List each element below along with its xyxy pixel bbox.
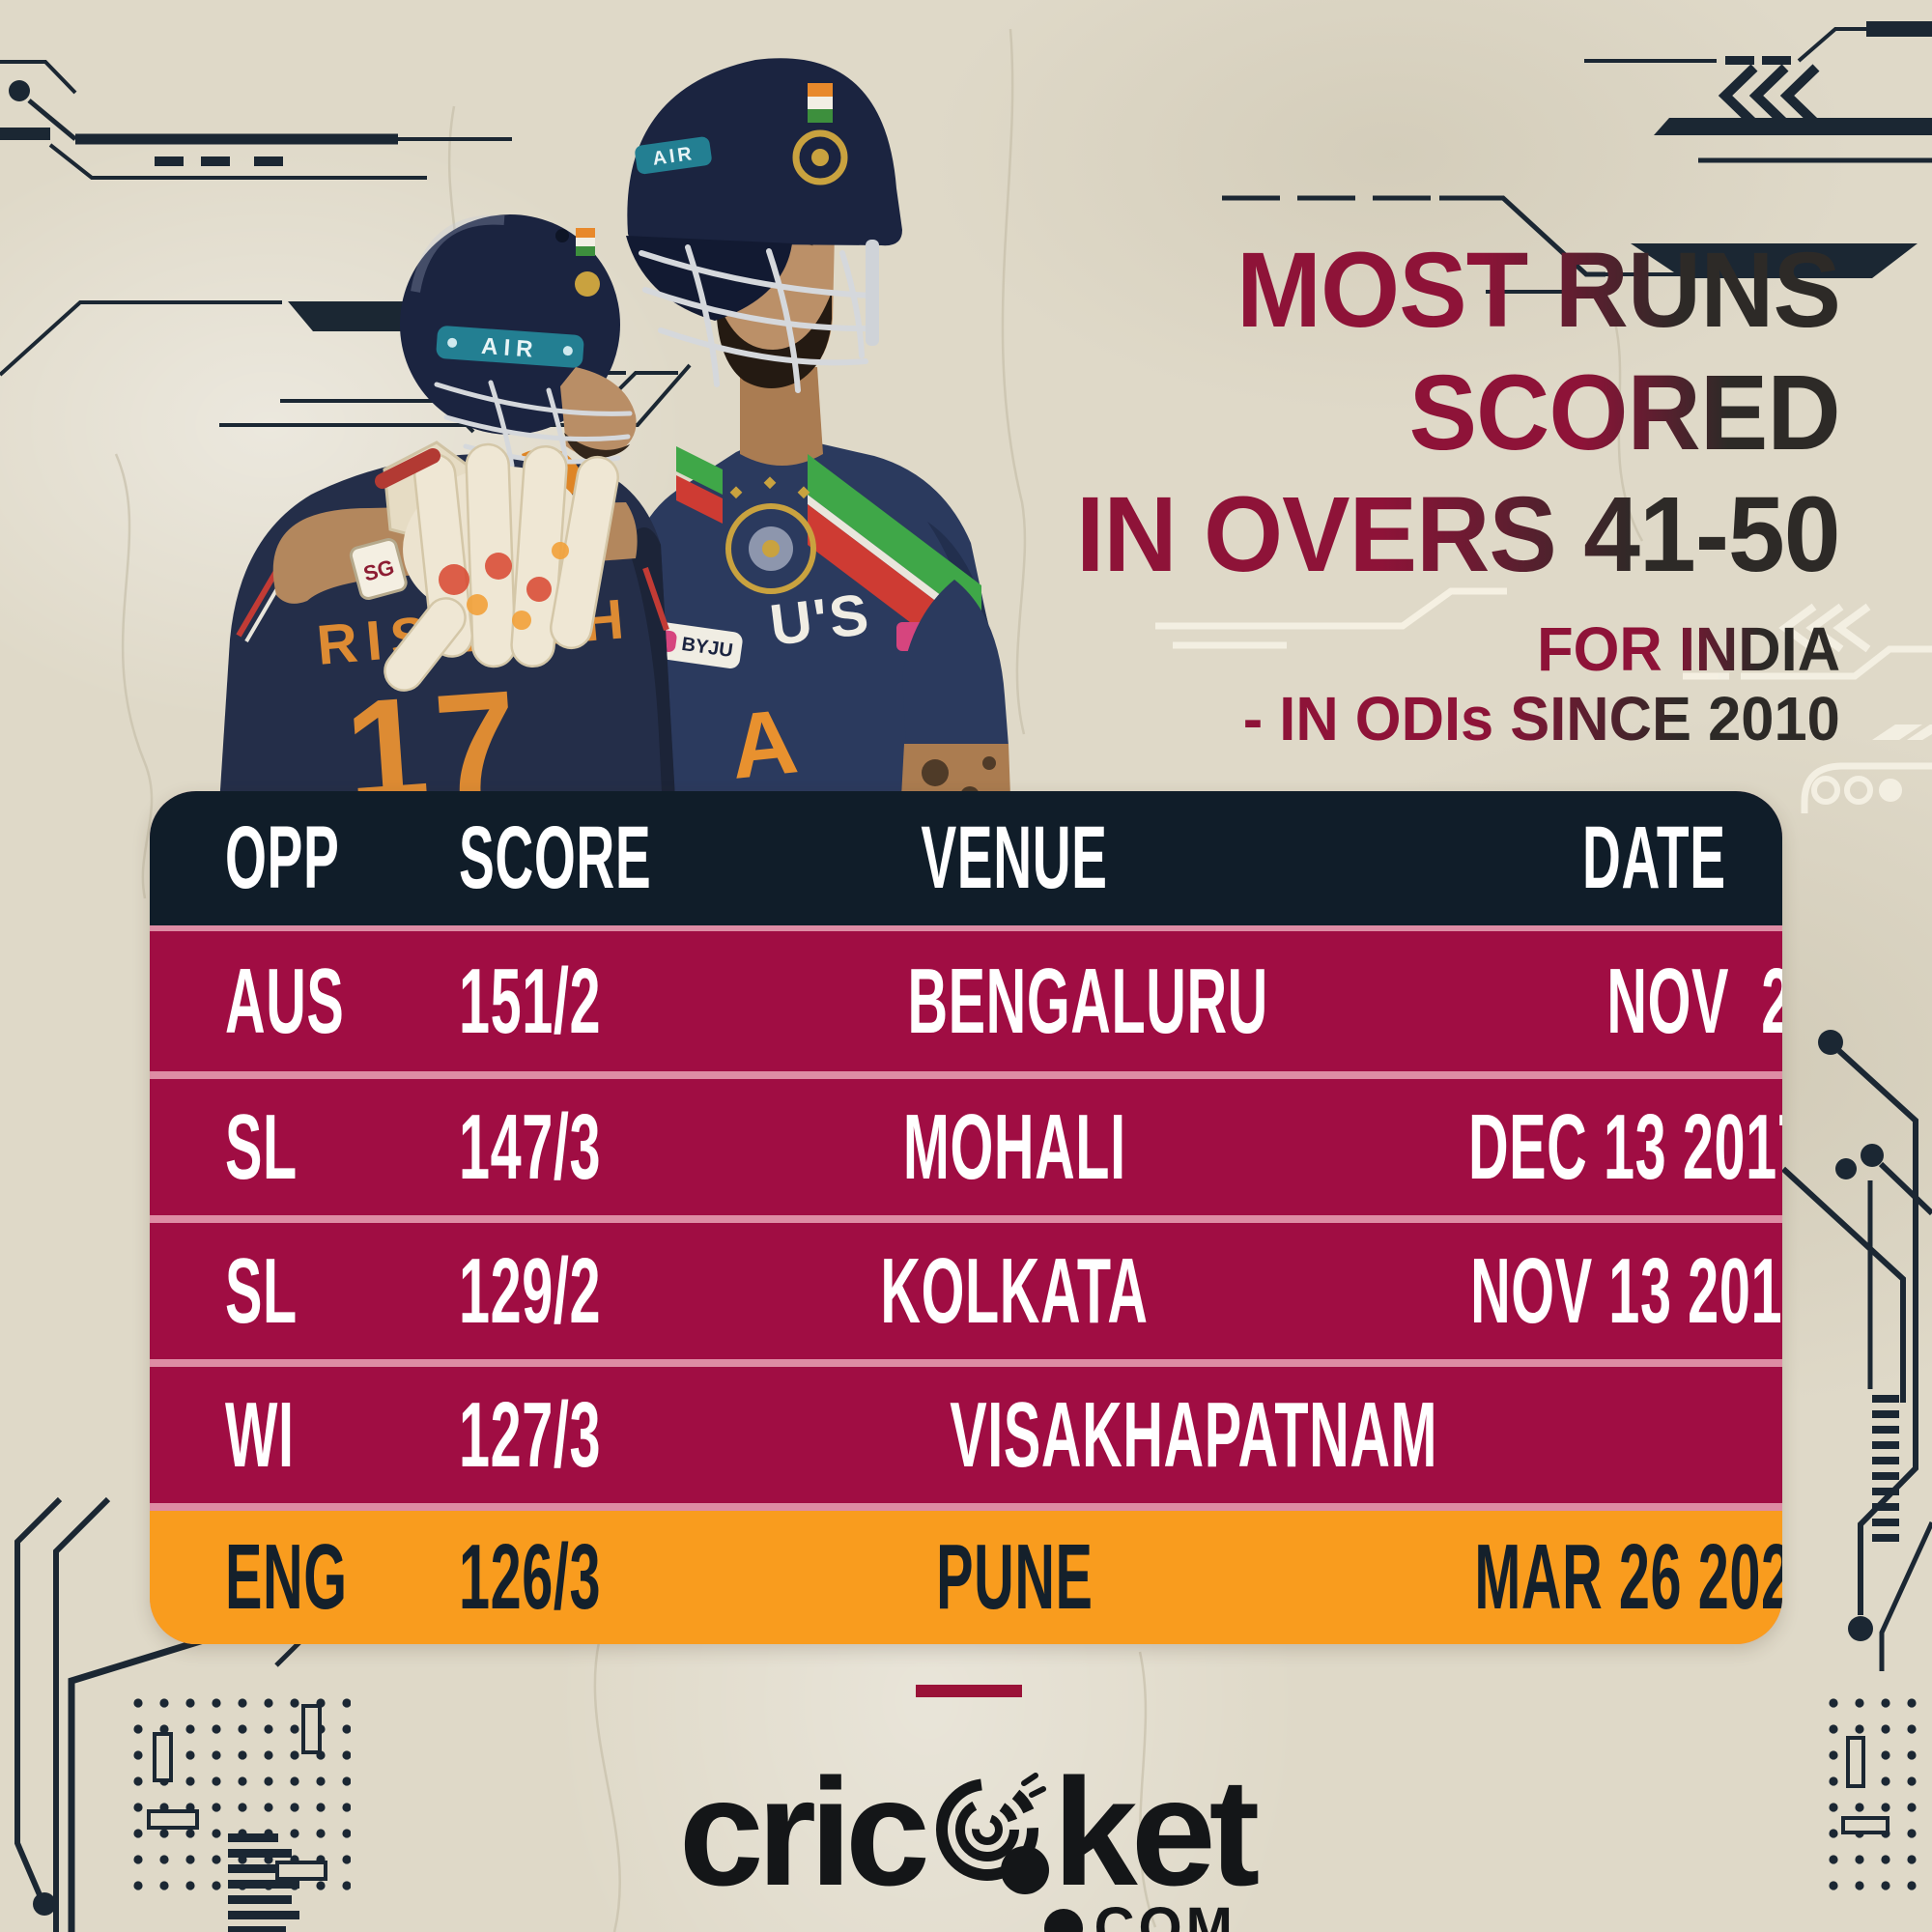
divider-dash xyxy=(916,1685,1022,1697)
logo-tld: COM xyxy=(667,1895,1265,1932)
logo-word-start: cric xyxy=(678,1747,930,1918)
cell-opp: SL xyxy=(225,1238,298,1343)
cell-score: 129/2 xyxy=(459,1238,602,1343)
logo-word-end: ket xyxy=(1052,1747,1260,1918)
cricket-com-logo: cric ket COM xyxy=(667,1756,1265,1932)
cricket-ball-swirl-icon xyxy=(935,1773,1049,1894)
title-line-1: MOST RUNS xyxy=(1236,230,1841,353)
dot-grid-left-slots xyxy=(147,1704,327,1881)
dot-grid-right xyxy=(1820,1689,1932,1905)
player-right: AIR xyxy=(611,58,1012,850)
cell-opp: AUS xyxy=(225,949,345,1053)
title-subtitle-1: FOR INDIA xyxy=(1536,613,1840,684)
cell-date: MAR 26 2021 xyxy=(1474,1525,1782,1629)
col-header-opp: OPP xyxy=(225,809,340,907)
cell-opp: WI xyxy=(225,1382,295,1487)
cell-venue: VISAKHAPATNAM xyxy=(950,1382,1438,1487)
helmet-band-left: AIR xyxy=(480,333,539,363)
cell-venue: MOHALI xyxy=(902,1094,1126,1199)
cell-venue: PUNE xyxy=(935,1525,1094,1629)
cell-opp: SL xyxy=(225,1094,298,1199)
cell-date: DEC 18 2019 xyxy=(1600,1382,1782,1489)
chevrons-white-icon xyxy=(1778,603,1871,653)
title-line-2: SCORED xyxy=(1409,353,1841,475)
cell-venue: KOLKATA xyxy=(880,1238,1149,1343)
cell-score: 126/3 xyxy=(459,1525,602,1629)
jersey-number-right: A xyxy=(725,690,802,799)
white-circuit-decor xyxy=(1155,587,1932,813)
dot-grid-right-slots xyxy=(1841,1736,1889,1834)
cell-score: 151/2 xyxy=(459,949,602,1053)
title-subtitle-2: - IN ODIs SINCE 2010 xyxy=(1242,683,1840,753)
title-block: MOST RUNS SCORED IN OVERS 41-50 FOR INDI… xyxy=(1044,230,1841,753)
right-circuit-column xyxy=(1780,1030,1932,1671)
helmet-grille-right xyxy=(639,244,878,393)
cell-date: NOV 13 2014 xyxy=(1470,1238,1782,1343)
jersey-text-right: U'S xyxy=(766,582,873,658)
cell-opp: ENG xyxy=(225,1525,348,1629)
batting-glove: SG xyxy=(349,440,619,692)
cell-score: 127/3 xyxy=(459,1382,602,1487)
topright-circuit xyxy=(1222,21,1932,294)
table-header-row: OPP SCORE VENUE DATE xyxy=(150,791,1782,925)
cell-date: NOV 2 2013 xyxy=(1606,949,1782,1053)
chevrons-left-icon xyxy=(1718,64,1820,128)
table-row: SL 147/3 MOHALI DEC 13 2017 xyxy=(150,1079,1782,1215)
title-line-3: IN OVERS 41-50 xyxy=(1076,474,1841,597)
col-header-venue: VENUE xyxy=(921,809,1108,907)
players-photo: AIR xyxy=(216,58,1012,850)
col-header-date: DATE xyxy=(1582,809,1726,907)
cell-date: DEC 13 2017 xyxy=(1467,1094,1782,1199)
cell-venue: BENGALURU xyxy=(907,949,1268,1053)
table-row: AUS 151/2 BENGALURU NOV 2 2013 xyxy=(150,931,1782,1071)
table-row: WI 127/3 VISAKHAPATNAM DEC 18 2019 xyxy=(150,1367,1782,1503)
table-row-highlighted: ENG 126/3 PUNE MAR 26 2021 xyxy=(150,1511,1782,1644)
col-header-score: SCORE xyxy=(459,809,652,907)
table-row: SL 129/2 KOLKATA NOV 13 2014 xyxy=(150,1223,1782,1359)
stats-table: OPP SCORE VENUE DATE AUS 151/2 BENGALURU… xyxy=(150,791,1782,1644)
glove-pattern xyxy=(439,542,569,630)
barcode-right-icon xyxy=(1872,1395,1899,1542)
cell-score: 147/3 xyxy=(459,1094,602,1199)
